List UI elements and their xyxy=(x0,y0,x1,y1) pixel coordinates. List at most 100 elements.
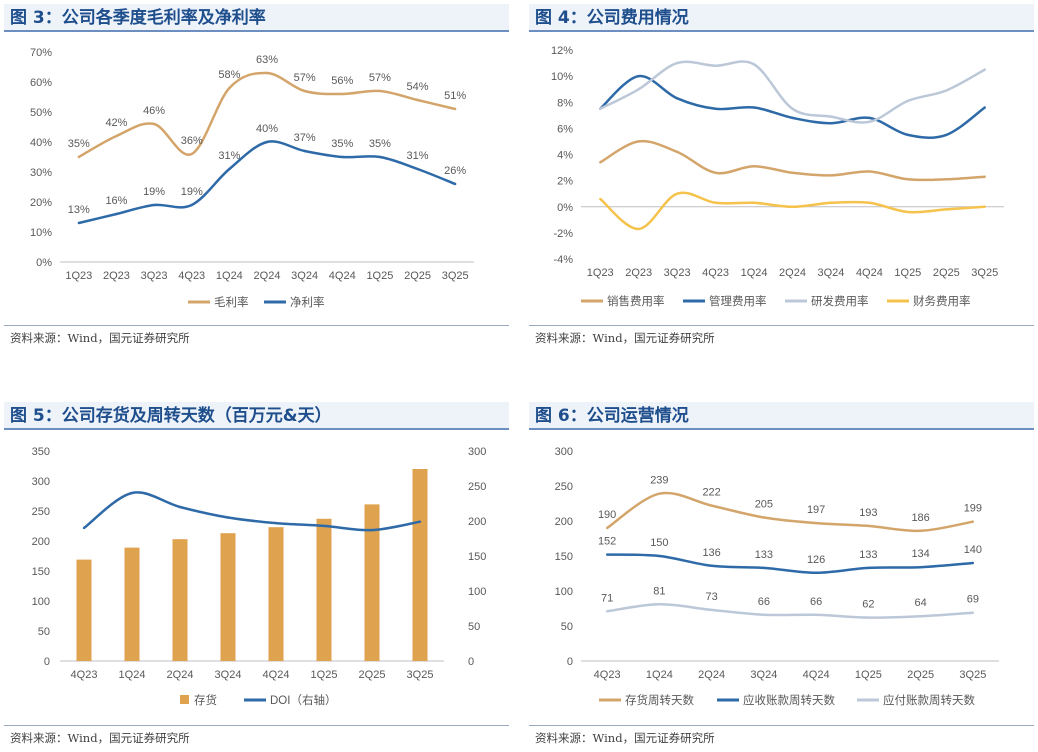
data-label: 66 xyxy=(758,596,770,608)
data-point xyxy=(867,566,870,570)
data-point xyxy=(710,564,713,567)
data-point xyxy=(370,528,374,532)
data-point xyxy=(303,89,306,93)
data-point xyxy=(675,192,679,195)
y-tick-label: 20% xyxy=(30,197,52,209)
x-tick-label: 1Q25 xyxy=(366,270,393,282)
data-label: 57% xyxy=(369,72,391,84)
legend-label: 销售费用率 xyxy=(607,294,665,308)
data-label: 69 xyxy=(967,594,979,606)
y-tick-label-right: 150 xyxy=(468,551,486,563)
data-point xyxy=(752,63,756,66)
y-tick-label: 0 xyxy=(567,656,573,668)
data-label: 71 xyxy=(601,592,613,604)
data-point xyxy=(416,98,419,102)
data-label: 35% xyxy=(369,138,391,150)
data-label: 31% xyxy=(218,150,240,162)
data-point xyxy=(829,121,833,125)
x-tick-label: 4Q24 xyxy=(803,669,830,681)
x-tick-label: 1Q24 xyxy=(741,267,768,279)
data-point xyxy=(605,610,609,613)
y-tick-label: 50 xyxy=(561,621,573,633)
data-label: 26% xyxy=(444,165,466,177)
data-point xyxy=(762,566,766,570)
data-point xyxy=(983,205,986,208)
data-label: 66 xyxy=(810,596,822,608)
data-point xyxy=(341,155,344,159)
data-label: 199 xyxy=(964,503,982,515)
data-point xyxy=(814,521,818,525)
data-point xyxy=(599,161,602,164)
y-tick-label-left: 250 xyxy=(32,506,50,518)
y-tick-label: 60% xyxy=(30,77,52,89)
data-point xyxy=(906,178,910,181)
legend-swatch xyxy=(180,695,189,704)
data-point xyxy=(945,133,948,137)
data-point xyxy=(983,175,986,178)
data-label: 31% xyxy=(407,150,429,162)
data-point xyxy=(762,613,766,616)
y-tick-label: -2% xyxy=(553,228,573,240)
data-label: 51% xyxy=(444,90,466,102)
legend-label: 应付账款周转天数 xyxy=(883,693,975,707)
margin-chart: 0% 10% 20% 30% 40% 50% 60% 70% 1Q23 2Q23 3Q23 4Q23 1… xyxy=(30,47,474,309)
data-point xyxy=(791,116,794,120)
x-tick-label: 1Q25 xyxy=(855,669,882,681)
data-point xyxy=(453,182,457,186)
data-point xyxy=(791,205,794,208)
x-tick-label: 3Q25 xyxy=(971,267,998,279)
data-label: 19% xyxy=(143,186,165,198)
data-label: 62 xyxy=(862,599,874,611)
chart-title: 图 6：公司运营情况 xyxy=(529,402,1034,430)
bar xyxy=(412,469,428,661)
data-point xyxy=(714,107,717,110)
data-label: 136 xyxy=(702,547,720,559)
data-label: 134 xyxy=(911,548,929,560)
legend-label: 存货周转天数 xyxy=(625,693,694,707)
data-point xyxy=(115,212,118,216)
data-label: 133 xyxy=(755,549,773,561)
x-tick-label: 2Q24 xyxy=(167,669,194,681)
x-tick-label: 4Q23 xyxy=(702,267,729,279)
series-line-2 xyxy=(606,603,973,619)
y-tick-label: 8% xyxy=(557,97,573,109)
data-point xyxy=(714,64,717,67)
y-tick-label-right: 100 xyxy=(468,586,486,598)
x-tick-label: 3Q24 xyxy=(817,267,844,279)
data-point xyxy=(322,524,326,528)
data-point xyxy=(675,61,679,65)
data-point xyxy=(378,89,382,93)
data-point xyxy=(453,107,457,111)
data-point xyxy=(178,505,182,509)
data-label: 239 xyxy=(650,475,668,487)
series-line-1 xyxy=(78,140,456,225)
x-tick-label: 1Q24 xyxy=(216,270,243,282)
data-label: 19% xyxy=(181,186,203,198)
data-label: 190 xyxy=(598,509,616,521)
data-label: 35% xyxy=(68,138,90,150)
data-point xyxy=(971,611,975,614)
data-point xyxy=(77,221,81,225)
x-tick-label: 2Q23 xyxy=(625,267,652,279)
data-point xyxy=(658,492,661,495)
x-tick-label: 3Q25 xyxy=(407,669,434,681)
x-tick-label: 2Q24 xyxy=(779,267,806,279)
data-label: 186 xyxy=(911,512,929,524)
legend-label: 财务费用率 xyxy=(913,294,971,308)
expense-chart: -4% -2% 0% 2% 4% 6% 8% 10% 12% 1Q23 2Q23 3Q23 4Q23 1Q… xyxy=(551,45,1004,308)
data-label: 46% xyxy=(143,105,165,117)
data-point xyxy=(919,615,922,618)
data-point xyxy=(868,170,871,173)
x-tick-label: 1Q24 xyxy=(646,669,673,681)
y-tick-label: 10% xyxy=(551,71,573,83)
data-point xyxy=(599,197,602,201)
x-tick-label: 2Q25 xyxy=(359,669,386,681)
y-tick-label: 4% xyxy=(557,150,573,162)
series-line-0 xyxy=(599,139,985,182)
y-tick-label-right: 250 xyxy=(468,481,486,493)
x-tick-label: 4Q24 xyxy=(856,267,883,279)
legend-label: 管理费用率 xyxy=(709,294,767,308)
data-label: 222 xyxy=(702,487,720,499)
x-tick-label: 3Q24 xyxy=(750,669,777,681)
x-tick-label: 4Q24 xyxy=(329,270,356,282)
